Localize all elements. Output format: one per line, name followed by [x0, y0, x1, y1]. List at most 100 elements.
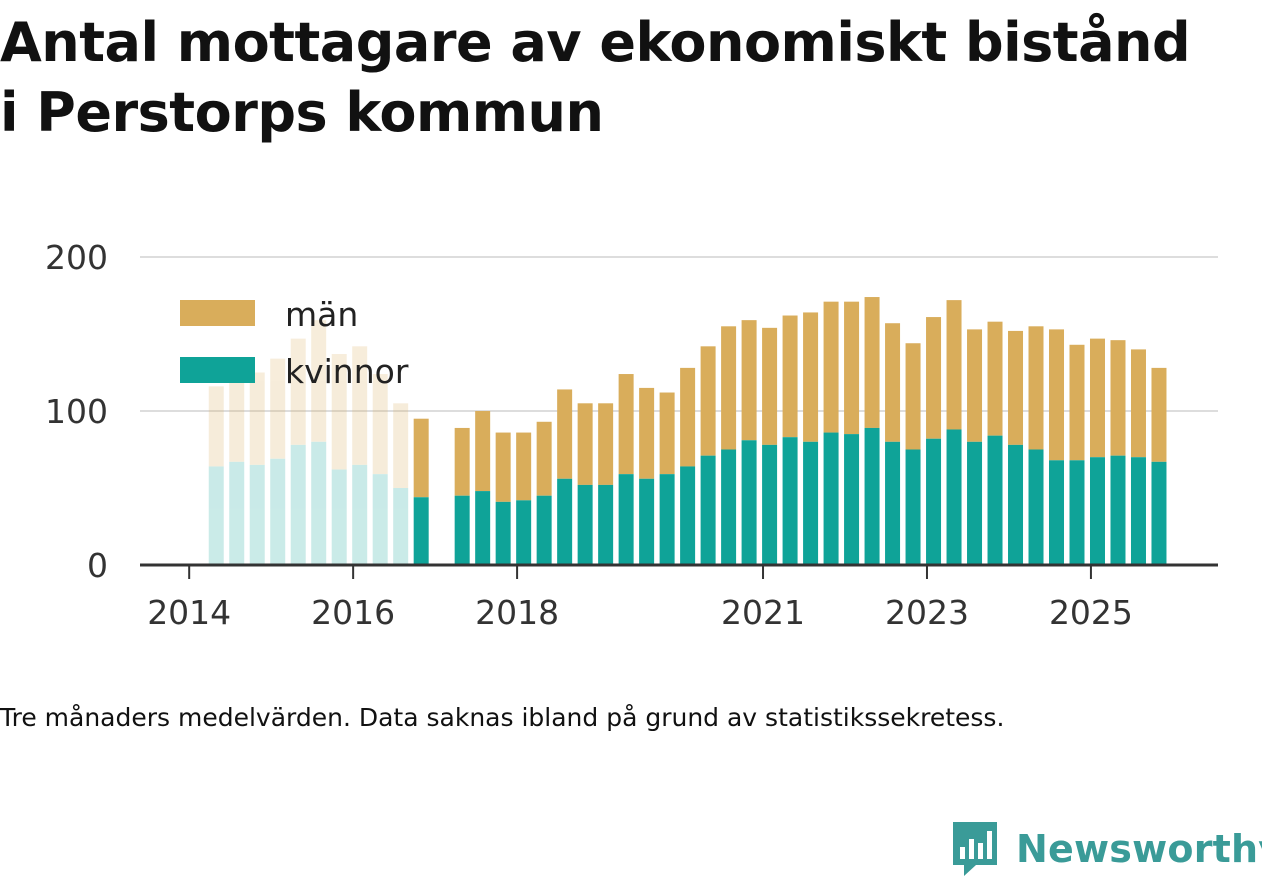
y-axis-labels: 0 100 200 [45, 238, 108, 585]
bar-kvinnor-18 [598, 484, 614, 565]
bar-man-20 [639, 387, 655, 479]
bar-man-34 [926, 317, 942, 439]
bar-chart-speech-bubble-icon [953, 822, 997, 876]
bar-kvinnor-39 [1028, 449, 1044, 565]
bar-kvinnor-14 [516, 500, 532, 565]
y-tick-label-100: 100 [45, 392, 108, 431]
bar-group-9 [393, 403, 409, 565]
bar-man-27 [782, 315, 798, 438]
bar-group-3 [270, 358, 286, 565]
x-axis: 2014 2016 2018 2021 2023 2025 [147, 565, 1133, 632]
bar-man-36 [967, 329, 983, 442]
bar-man-3 [270, 358, 286, 459]
bar-man-10 [413, 418, 429, 498]
bar-man-6 [331, 354, 347, 470]
bar-man-40 [1049, 329, 1065, 461]
bar-group-0 [208, 386, 224, 565]
bar-kvinnor-13 [495, 501, 511, 565]
chart-title-line-2: i Perstorps kommun [0, 81, 604, 144]
bar-group-44 [1130, 349, 1146, 565]
bar-group-27 [782, 315, 798, 565]
bar-kvinnor-6 [331, 469, 347, 565]
bar-group-26 [762, 327, 778, 565]
bar-kvinnor-45 [1151, 461, 1167, 565]
bar-kvinnor-1 [229, 461, 245, 565]
bar-group-13 [495, 432, 511, 565]
bar-kvinnor-28 [803, 441, 819, 565]
bar-group-42 [1089, 338, 1105, 565]
bar-group-29 [823, 301, 839, 565]
bar-group-38 [1008, 330, 1024, 565]
brand-name: Newsworthy [1016, 827, 1262, 871]
bar-man-25 [741, 320, 757, 441]
bar-kvinnor-43 [1110, 455, 1126, 565]
bar-group-35 [946, 300, 962, 565]
bar-group-17 [577, 403, 593, 565]
bar-kvinnor-25 [741, 440, 757, 565]
bar-man-1 [229, 381, 245, 462]
bar-man-31 [864, 297, 880, 428]
bar-kvinnor-16 [557, 478, 573, 565]
bar-man-8 [372, 374, 388, 475]
bar-group-24 [721, 326, 737, 565]
bar-group-36 [967, 329, 983, 565]
bar-kvinnor-23 [700, 455, 716, 565]
bar-man-7 [352, 346, 368, 465]
bar-group-40 [1049, 329, 1065, 565]
stacked-bar-chart: 0 100 200 2014 2016 2018 2021 2023 2025 män kvi… [45, 238, 1218, 632]
bar-kvinnor-40 [1049, 460, 1065, 565]
bar-group-34 [926, 317, 942, 565]
bar-kvinnor-3 [270, 458, 286, 565]
legend: män kvinnor [180, 295, 409, 391]
bar-group-32 [885, 323, 901, 565]
x-tick-label-2021: 2021 [721, 593, 805, 632]
bar-kvinnor-31 [864, 427, 880, 565]
bar-man-33 [905, 343, 921, 450]
bar-group-7 [352, 346, 368, 565]
legend-label-man: män [285, 295, 358, 334]
bar-kvinnor-42 [1089, 457, 1105, 565]
bar-man-13 [495, 432, 511, 502]
bar-man-11 [454, 427, 470, 496]
bar-group-1 [229, 381, 245, 565]
bar-kvinnor-38 [1008, 444, 1024, 565]
bar-kvinnor-26 [762, 444, 778, 565]
bar-group-4 [290, 338, 306, 565]
bar-kvinnor-41 [1069, 460, 1085, 565]
bar-kvinnor-29 [823, 432, 839, 565]
bar-kvinnor-15 [536, 495, 552, 565]
bar-group-25 [741, 320, 757, 565]
bar-group-23 [700, 346, 716, 565]
brand-logo: Newsworthy [950, 818, 1262, 880]
bar-group-5 [311, 320, 327, 565]
chart-title-line-1: Antal mottagare av ekonomiskt bistånd [0, 11, 1191, 74]
bar-kvinnor-33 [905, 449, 921, 565]
bar-group-18 [598, 403, 614, 565]
bar-group-41 [1069, 344, 1085, 565]
bar-group-43 [1110, 340, 1126, 565]
bar-man-45 [1151, 367, 1167, 462]
bar-group-19 [618, 374, 634, 565]
bar-man-26 [762, 327, 778, 445]
bar-group-21 [659, 392, 675, 565]
bar-group-20 [639, 387, 655, 565]
bar-man-42 [1089, 338, 1105, 458]
bar-kvinnor-0 [208, 466, 224, 565]
bar-man-30 [844, 301, 860, 435]
bar-group-37 [987, 321, 1003, 565]
bar-man-17 [577, 403, 593, 485]
bar-kvinnor-17 [577, 484, 593, 565]
y-tick-label-200: 200 [45, 238, 108, 277]
bar-man-38 [1008, 330, 1024, 445]
x-tick-label-2025: 2025 [1049, 593, 1133, 632]
bar-kvinnor-27 [782, 437, 798, 565]
x-tick-label-2016: 2016 [311, 593, 395, 632]
bar-group-30 [844, 301, 860, 565]
bar-man-28 [803, 312, 819, 442]
x-tick-label-2023: 2023 [885, 593, 969, 632]
bar-group-12 [475, 411, 491, 565]
bar-man-29 [823, 301, 839, 433]
bar-man-21 [659, 392, 675, 475]
legend-swatch-man [180, 300, 255, 326]
bar-man-14 [516, 432, 532, 501]
